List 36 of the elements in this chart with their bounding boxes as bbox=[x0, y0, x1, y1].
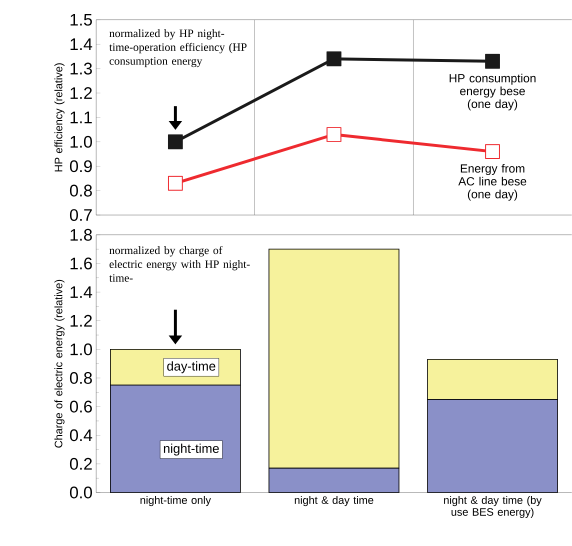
annotation: normalized by charge of electric energy with HP night-time- bbox=[109, 246, 250, 282]
series-label: HP consumption energy bese (one day) bbox=[450, 74, 536, 110]
y-tick-label: 1.1 bbox=[70, 112, 92, 124]
y-tick-label: 1.0 bbox=[70, 343, 92, 356]
annotation: normalized by HP night-time-operation efficiency (HP consumption energy bbox=[109, 29, 247, 68]
point bbox=[326, 127, 342, 142]
y-tick-label: 1.8 bbox=[70, 228, 92, 241]
y-tick-label: 1.4 bbox=[70, 38, 92, 50]
y-tick-label: 0.4 bbox=[70, 429, 92, 442]
y-tick-label: 0.6 bbox=[70, 400, 92, 413]
y-tick-label: 1.6 bbox=[70, 258, 92, 270]
x-tick-label: night-time only bbox=[140, 496, 211, 506]
y-tick-label: 0.8 bbox=[70, 184, 92, 197]
y-axis-title: HP efficiency (relative) bbox=[54, 63, 65, 172]
y-tick-label: 1.2 bbox=[70, 314, 92, 327]
y-tick-label: 0.9 bbox=[70, 160, 92, 172]
series-label: day-time bbox=[167, 361, 216, 374]
x-tick-label: night & day time (by use BES energy) bbox=[444, 496, 542, 518]
point bbox=[485, 144, 500, 160]
y-tick-label: 0.0 bbox=[70, 486, 92, 498]
point bbox=[485, 54, 500, 69]
x-tick-label: night & day time bbox=[294, 496, 374, 506]
point bbox=[326, 51, 342, 66]
y-tick-label: 1.5 bbox=[70, 14, 92, 26]
point bbox=[168, 134, 183, 150]
y-tick-label: 1.4 bbox=[70, 286, 92, 298]
y-tick-label: 1.2 bbox=[70, 87, 92, 99]
y-tick-label: 0.2 bbox=[70, 458, 92, 470]
series-label: night-time bbox=[164, 444, 219, 456]
point bbox=[168, 176, 183, 191]
y-tick-label: 0.7 bbox=[70, 209, 92, 221]
y-tick-label: 0.8 bbox=[70, 372, 92, 384]
y-tick-label: 1.0 bbox=[70, 136, 92, 148]
series-label: Energy from AC line bese (one day) bbox=[458, 164, 526, 201]
y-tick-label: 1.3 bbox=[70, 62, 92, 75]
y-axis-title: Charge of electric energy (relative) bbox=[54, 280, 65, 448]
